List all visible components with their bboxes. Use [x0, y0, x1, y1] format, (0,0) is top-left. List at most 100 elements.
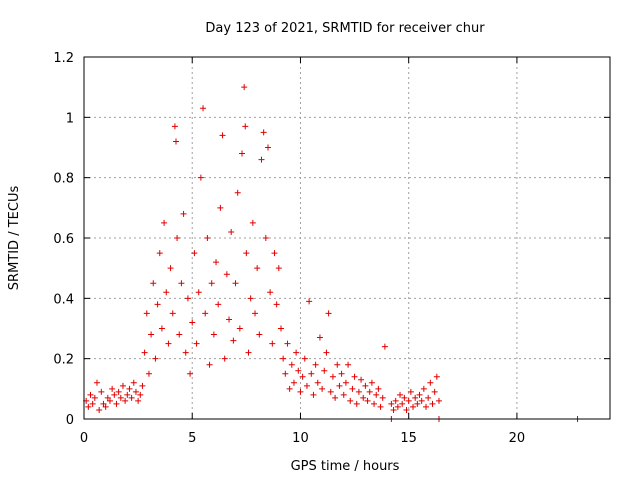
data-point — [347, 397, 354, 404]
data-point — [303, 382, 310, 389]
data-point — [152, 355, 159, 362]
data-point — [312, 361, 319, 368]
data-point — [256, 331, 263, 338]
data-point — [353, 400, 360, 407]
data-point — [277, 325, 284, 332]
data-point — [269, 340, 276, 347]
data-point — [93, 379, 100, 386]
data-point — [187, 370, 194, 377]
axis-ticks: 0 0.2 0.4 0.6 0.8 1 1.2 0 5 10 15 20 — [53, 51, 610, 446]
data-point — [258, 156, 265, 163]
y-tick-label: 0 — [66, 413, 74, 428]
data-point — [342, 379, 349, 386]
data-point — [115, 388, 122, 395]
data-point — [340, 391, 347, 398]
data-point — [156, 250, 163, 257]
data-point — [433, 373, 440, 380]
data-point — [239, 150, 246, 157]
data-point — [236, 325, 243, 332]
data-point — [310, 391, 317, 398]
data-point — [316, 334, 323, 341]
data-point — [319, 385, 326, 392]
data-point — [381, 343, 388, 350]
data-point — [178, 280, 185, 287]
data-point — [242, 123, 249, 130]
data-point — [254, 265, 261, 272]
data-point — [425, 394, 432, 401]
data-point — [102, 403, 109, 410]
data-point — [189, 319, 196, 326]
data-point — [193, 340, 200, 347]
data-point — [410, 403, 417, 410]
data-point — [223, 271, 230, 278]
x-tick-label: 20 — [509, 431, 526, 446]
data-point — [418, 397, 425, 404]
grid-lines — [84, 57, 610, 419]
data-point — [124, 391, 131, 398]
data-point — [334, 361, 341, 368]
data-point — [143, 310, 150, 317]
data-point — [295, 367, 302, 374]
data-point — [132, 388, 139, 395]
data-point — [351, 373, 358, 380]
data-point — [332, 394, 339, 401]
data-point — [355, 388, 362, 395]
y-tick-label: 0.6 — [53, 232, 74, 247]
y-tick-label: 0.4 — [53, 292, 74, 307]
data-point — [206, 361, 213, 368]
data-point — [221, 355, 228, 362]
data-point — [195, 289, 202, 296]
data-point — [122, 397, 129, 404]
data-point — [321, 367, 328, 374]
data-point — [379, 394, 386, 401]
data-point — [126, 385, 133, 392]
data-point — [184, 295, 191, 302]
data-point — [150, 280, 157, 287]
data-point — [243, 250, 250, 257]
data-point — [431, 388, 438, 395]
data-point — [366, 388, 373, 395]
data-point — [137, 391, 144, 398]
data-point — [364, 397, 371, 404]
data-point — [392, 397, 399, 404]
y-tick-label: 1 — [66, 111, 74, 126]
data-point — [91, 394, 98, 401]
data-point — [403, 406, 410, 413]
data-point — [390, 406, 397, 413]
data-point — [368, 379, 375, 386]
data-point — [284, 340, 291, 347]
x-tick-label: 15 — [400, 431, 417, 446]
data-point — [111, 391, 118, 398]
chart-title: Day 123 of 2021, SRMTID for receiver chu… — [205, 21, 485, 36]
data-point — [182, 349, 189, 356]
data-point — [336, 382, 343, 389]
data-point — [308, 370, 315, 377]
data-point — [232, 280, 239, 287]
data-point — [98, 388, 105, 395]
data-point — [169, 310, 176, 317]
data-points — [83, 84, 581, 422]
data-point — [191, 250, 198, 257]
plot-frame — [83, 56, 611, 420]
data-point — [314, 379, 321, 386]
data-point — [327, 388, 334, 395]
y-tick-label: 0.2 — [53, 353, 74, 368]
data-point — [423, 403, 430, 410]
data-point — [399, 400, 406, 407]
data-point — [208, 280, 215, 287]
data-point — [161, 219, 168, 226]
data-point — [145, 370, 152, 377]
x-tick-label: 10 — [292, 431, 309, 446]
data-point — [435, 397, 442, 404]
data-point — [297, 388, 304, 395]
data-point — [288, 361, 295, 368]
data-point — [371, 400, 378, 407]
data-point — [119, 382, 126, 389]
data-point — [338, 370, 345, 377]
data-point — [407, 388, 414, 395]
data-point — [412, 394, 419, 401]
data-point — [89, 400, 96, 407]
y-tick-label: 1.2 — [53, 51, 74, 66]
data-point — [394, 403, 401, 410]
data-point — [167, 265, 174, 272]
